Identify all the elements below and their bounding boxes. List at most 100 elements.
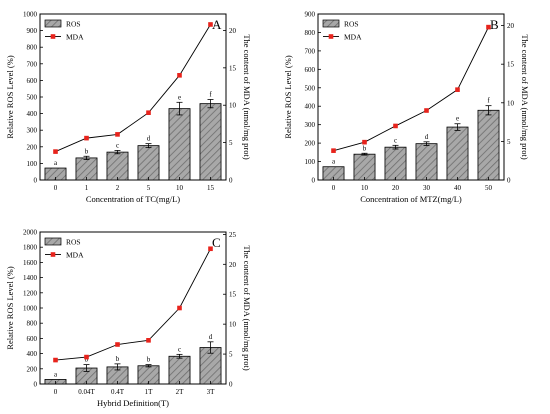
significance-letter: e [178, 93, 181, 101]
legend-ros-label: ROS [66, 20, 81, 29]
ros-bar [168, 355, 191, 385]
x-tick-label: 15 [207, 184, 215, 192]
x-tick-label: 2T [176, 388, 185, 396]
mda-marker [53, 149, 58, 154]
mda-marker [84, 135, 89, 141]
y2-tick-label: 10 [507, 99, 515, 107]
significance-letter: f [487, 97, 490, 105]
x-tick-label: 0 [332, 184, 336, 192]
legend: ROS MDA [322, 19, 362, 42]
x-tick-label: 0 [54, 184, 58, 192]
y-tick-label: 200 [27, 365, 38, 373]
y-tick-label: 200 [27, 143, 38, 151]
y-tick-label: 0 [312, 177, 316, 185]
y-tick-label: 1000 [23, 305, 38, 313]
legend-mda-label: MDA [344, 33, 362, 42]
ros-bar [477, 109, 500, 181]
y-axis-title: Relative ROS Level (%) [5, 266, 15, 349]
ros-bar [106, 151, 129, 181]
y2-tick-label: 15 [229, 291, 237, 299]
y-tick-label: 300 [27, 127, 38, 135]
plot-frame [317, 13, 505, 181]
y2-tick-label: 20 [229, 27, 237, 35]
panel-b: 0 100 200 300 400 500 600 700 800 900 0 5 10 15 20 a 0 b 1… [283, 11, 530, 205]
panel-a: 0100200300400500600700800900100005101520… [5, 11, 252, 205]
significance-letter: d [425, 133, 429, 141]
y-tick-label: 1400 [23, 274, 38, 282]
y-tick-label: 100 [27, 160, 38, 168]
legend-ros-swatch [322, 19, 340, 28]
mda-marker [84, 354, 89, 360]
y2-tick-label: 0 [229, 381, 233, 389]
y-tick-label: 900 [27, 27, 38, 35]
y2-tick-label: 20 [229, 261, 237, 269]
x-axis-title: Hybrid Definition(T) [97, 398, 169, 408]
mda-marker [53, 357, 58, 363]
significance-letter: c [394, 136, 397, 144]
significance-letter: a [54, 370, 58, 378]
panel-label: B [490, 17, 499, 32]
significance-letter: e [456, 115, 459, 123]
legend-mda-label: MDA [66, 251, 84, 260]
y2-tick-label: 5 [229, 139, 233, 147]
y2-tick-label: 10 [229, 321, 237, 329]
y-tick-label: 1600 [23, 259, 38, 267]
panel-label: A [212, 17, 222, 32]
x-tick-label: 1 [85, 184, 89, 192]
y-tick-label: 500 [305, 84, 316, 92]
significance-letter: c [116, 141, 119, 149]
mda-line [55, 248, 211, 361]
mda-marker [331, 148, 336, 153]
ros-bar [384, 146, 407, 181]
y-tick-label: 400 [27, 110, 38, 118]
ros-bar [353, 153, 376, 181]
y2-tick-label: 15 [229, 64, 237, 72]
y2-tick-label: 15 [507, 61, 515, 69]
mda-marker [146, 338, 151, 343]
x-tick-label: 20 [392, 184, 400, 192]
mda-marker [455, 87, 460, 92]
mda-marker [486, 24, 491, 30]
y-tick-label: 800 [27, 320, 38, 328]
y2-axis-title: The content of MDA (nmol/mg prot) [242, 245, 252, 371]
y-tick-label: 2000 [23, 229, 38, 237]
y-tick-label: 1200 [23, 289, 38, 297]
y-tick-label: 600 [27, 77, 38, 85]
significance-letter: d [209, 333, 213, 341]
significance-letter: b [85, 147, 89, 155]
legend-ros-label: ROS [66, 238, 81, 247]
legend-mda-marker [328, 34, 334, 39]
legend: ROS MDA [44, 238, 84, 260]
mda-line [333, 26, 489, 152]
mda-line [55, 24, 211, 152]
legend-ros-swatch [44, 19, 62, 28]
mda-marker [177, 73, 182, 78]
x-tick-label: 2 [116, 184, 120, 192]
x-tick-label: 10 [176, 184, 184, 192]
y2-tick-label: 5 [229, 351, 233, 359]
y-tick-label: 400 [27, 350, 38, 358]
x-tick-label: 50 [485, 184, 493, 192]
y2-tick-label: 5 [507, 138, 511, 146]
mda-marker [115, 132, 120, 137]
y-tick-label: 700 [305, 47, 316, 55]
mda-marker [362, 139, 367, 145]
legend-ros-label: ROS [344, 20, 359, 29]
y-tick-label: 500 [27, 94, 38, 102]
y-tick-label: 900 [305, 11, 316, 19]
significance-letter: a [332, 158, 336, 166]
significance-letter: b [147, 356, 151, 364]
y2-tick-label: 25 [229, 231, 237, 239]
y-tick-label: 1000 [23, 11, 38, 19]
y2-tick-label: 20 [507, 22, 515, 30]
x-tick-label: 30 [423, 184, 431, 192]
y-tick-label: 200 [305, 140, 316, 148]
x-tick-label: 5 [147, 184, 151, 192]
y-tick-label: 700 [27, 60, 38, 68]
y2-axis-title: The content of MDA (nmol/mg prot) [242, 34, 252, 160]
ros-bar [415, 143, 438, 181]
significance-letter: a [54, 159, 58, 167]
x-tick-label: 0 [54, 388, 58, 396]
mda-marker [393, 123, 398, 129]
